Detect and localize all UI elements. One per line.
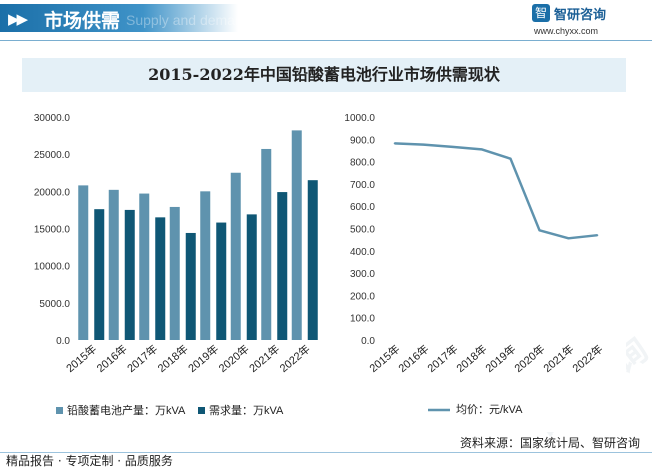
data-source: 资料来源：国家统计局、智研咨询	[459, 436, 640, 450]
price-line-point	[538, 229, 541, 232]
line-x-tick-label: 2021年	[540, 342, 576, 376]
line-x-tick-label: 2017年	[424, 342, 460, 376]
bar-x-tick-label: 2017年	[124, 342, 160, 376]
line-y-tick-label: 600.0	[350, 202, 375, 213]
line-x-tick-label: 2018年	[453, 342, 489, 376]
bar-production	[261, 148, 272, 340]
price-line-point	[422, 143, 425, 146]
price-line-point	[393, 142, 396, 145]
line-x-tick-label: 2022年	[569, 342, 605, 376]
bar-x-tick-label: 2021年	[246, 342, 282, 376]
line-y-tick-label: 800.0	[350, 158, 375, 169]
line-y-tick-label: 400.0	[350, 247, 375, 258]
line-y-tick-label: 300.0	[350, 269, 375, 280]
header-chevron-icon: ▶▶	[8, 10, 28, 28]
line-x-tick-label: 2016年	[395, 342, 431, 376]
chart-title: 2015-2022年中国铅酸蓄电池行业市场供需现状	[148, 65, 500, 84]
chart-title-box: 2015-2022年中国铅酸蓄电池行业市场供需现状	[22, 58, 626, 92]
price-line-point	[480, 148, 483, 151]
price-line-point	[451, 146, 454, 148]
bar-y-tick-label: 20000.0	[34, 187, 71, 198]
bar-demand	[246, 214, 257, 340]
header-watermark-text: Supply and demand	[126, 12, 251, 28]
header-banner	[0, 4, 238, 32]
line-y-tick-label: 1000.0	[344, 113, 375, 124]
bar-y-tick-label: 0.0	[56, 336, 70, 347]
page-header: ▶▶ 市场供需 Supply and demand 智 智研咨询 www.chy…	[0, 0, 652, 46]
bar-demand	[185, 232, 196, 340]
legend-swatch	[56, 407, 63, 414]
price-line-series	[394, 142, 598, 240]
bar-x-tick-label: 2018年	[154, 342, 190, 376]
bar-production	[78, 185, 89, 340]
bar-demand	[277, 192, 288, 340]
section-title: 市场供需	[44, 10, 121, 32]
charts-svg: 0.0 5000.0 10000.0 15000.0 20000.0 25000.0 300…	[34, 113, 606, 417]
bar-y-tick-label: 25000.0	[34, 150, 71, 161]
bar-x-tick-label: 2020年	[215, 342, 251, 376]
brand-logo-block: 智 智研咨询 www.chyxx.com	[532, 4, 636, 38]
legend-label: 铅酸蓄电池产量：万kVA	[67, 403, 186, 417]
line-y-tick-label: 500.0	[350, 225, 375, 236]
bar-production	[139, 193, 150, 340]
bar-y-tick-label: 15000.0	[34, 225, 71, 236]
bar-x-tick-label: 2019年	[185, 342, 221, 376]
bar-demand	[124, 209, 135, 340]
brand-url: www.chyxx.com	[534, 26, 599, 36]
line-y-tick-label: 700.0	[350, 180, 375, 191]
bar-demand	[155, 217, 166, 340]
bar-production	[200, 191, 211, 340]
bar-y-tick-label: 5000.0	[39, 299, 70, 310]
line-y-tick-label: 0.0	[361, 336, 375, 347]
line-y-tick-label: 200.0	[350, 291, 375, 302]
brand-logo-icon: 智	[532, 4, 550, 22]
footer-slogan: 精品报告 · 专项定制 · 品质服务	[6, 454, 173, 468]
price-line-point	[567, 237, 570, 240]
line-x-tick-label: 2020年	[511, 342, 547, 376]
header-divider	[0, 40, 652, 41]
bar-x-tick-label: 2016年	[93, 342, 129, 376]
bar-y-tick-label: 10000.0	[34, 262, 71, 273]
bar-production	[108, 189, 119, 340]
bar-demand	[216, 222, 227, 340]
line-x-tick-label: 2019年	[482, 342, 518, 376]
bar-production	[291, 130, 302, 340]
line-y-tick-label: 100.0	[350, 314, 375, 325]
footer-divider	[0, 452, 652, 453]
bar-production	[230, 172, 241, 340]
bar-x-tick-label: 2022年	[276, 342, 312, 376]
price-line-point	[509, 157, 512, 160]
legend-swatch	[198, 407, 205, 414]
brand-name: 智研咨询	[554, 8, 607, 23]
legend-label: 均价：元/kVA	[456, 403, 523, 416]
legend-label: 需求量：万kVA	[209, 404, 284, 417]
chart-area: 0.0 5000.0 10000.0 15000.0 20000.0 25000.0 300…	[22, 92, 626, 432]
price-line-point	[596, 234, 599, 236]
bar-demand	[94, 209, 105, 340]
bar-demand	[307, 180, 318, 340]
bar-y-tick-label: 30000.0	[34, 113, 71, 124]
bar-production	[169, 206, 180, 340]
line-y-tick-label: 900.0	[350, 135, 375, 146]
